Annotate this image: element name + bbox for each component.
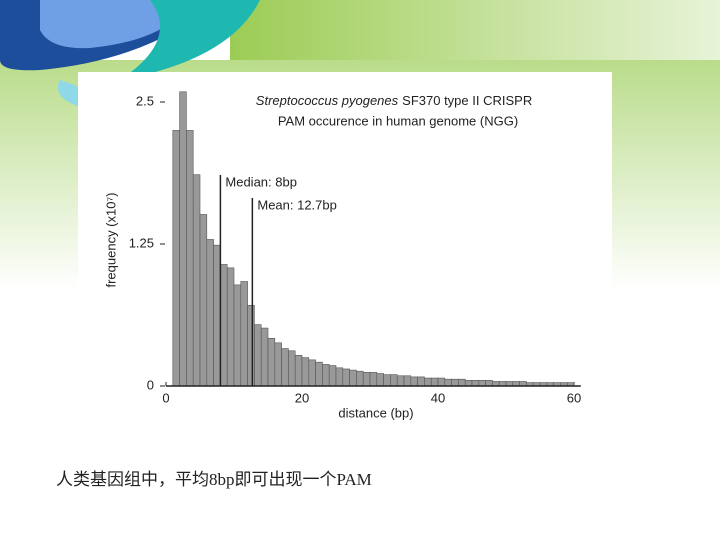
bar — [437, 377, 446, 387]
bar — [417, 376, 425, 387]
bar — [471, 380, 480, 387]
chart-subtitle: PAM occurence in human genome (NGG) — [278, 113, 518, 128]
bar — [267, 337, 276, 387]
bar — [179, 91, 187, 387]
bar — [424, 377, 432, 387]
bar — [254, 324, 262, 387]
annotation-label: Mean: 12.7bp — [257, 197, 337, 212]
annotation-label: Median: 8bp — [225, 174, 297, 189]
y-axis-label: frequency (x10⁷) — [103, 192, 118, 287]
bar — [396, 375, 405, 387]
bar — [430, 377, 439, 387]
bar — [403, 375, 412, 387]
bar — [478, 380, 486, 387]
caption: 人类基因组中，平均8bp即可出现一个PAM — [56, 470, 372, 489]
bar — [362, 372, 371, 387]
chart-title: Streptococcus pyogenes SF370 type II CRIS… — [256, 93, 532, 108]
bar — [308, 359, 316, 387]
bar — [451, 378, 459, 387]
plot: 0 1.25 2.5 0 20 40 60 Median: 8bp Mean: 12.7bp — [129, 91, 581, 405]
bar — [186, 130, 194, 387]
bar — [315, 361, 323, 387]
bar — [464, 380, 473, 387]
y-tick-label: 1.25 — [129, 235, 154, 250]
bar — [322, 364, 330, 387]
bar — [199, 214, 208, 387]
bar — [274, 342, 282, 387]
bar — [294, 355, 303, 387]
bar — [192, 174, 201, 387]
bar — [281, 348, 289, 387]
bar — [233, 284, 242, 387]
bar — [335, 367, 344, 387]
bar — [444, 378, 452, 387]
bar — [220, 264, 228, 387]
bar — [390, 374, 398, 387]
bar — [226, 267, 235, 387]
x-tick-label: 20 — [295, 390, 309, 405]
x-tick-label: 60 — [567, 390, 581, 405]
bar — [356, 370, 364, 387]
bar — [410, 376, 418, 387]
x-tick-label: 0 — [162, 390, 169, 405]
bar — [328, 365, 337, 387]
x-axis-label: distance (bp) — [338, 405, 413, 420]
bar — [301, 357, 310, 387]
bar — [260, 327, 269, 387]
swoosh — [120, 0, 260, 80]
bar — [376, 373, 384, 387]
bar — [383, 374, 391, 387]
bar — [458, 378, 466, 387]
bar — [240, 281, 248, 387]
y-tick-label: 2.5 — [136, 93, 154, 108]
bar — [213, 244, 221, 387]
y-tick-label: 0 — [147, 377, 154, 392]
bar — [369, 372, 378, 387]
bar — [485, 380, 493, 387]
x-tick-label: 40 — [431, 390, 445, 405]
bar — [172, 130, 180, 387]
bar — [342, 368, 350, 387]
bar — [247, 305, 255, 387]
swoosh — [40, 0, 190, 49]
bar — [349, 369, 357, 387]
bar — [206, 239, 214, 387]
bar — [288, 350, 296, 387]
